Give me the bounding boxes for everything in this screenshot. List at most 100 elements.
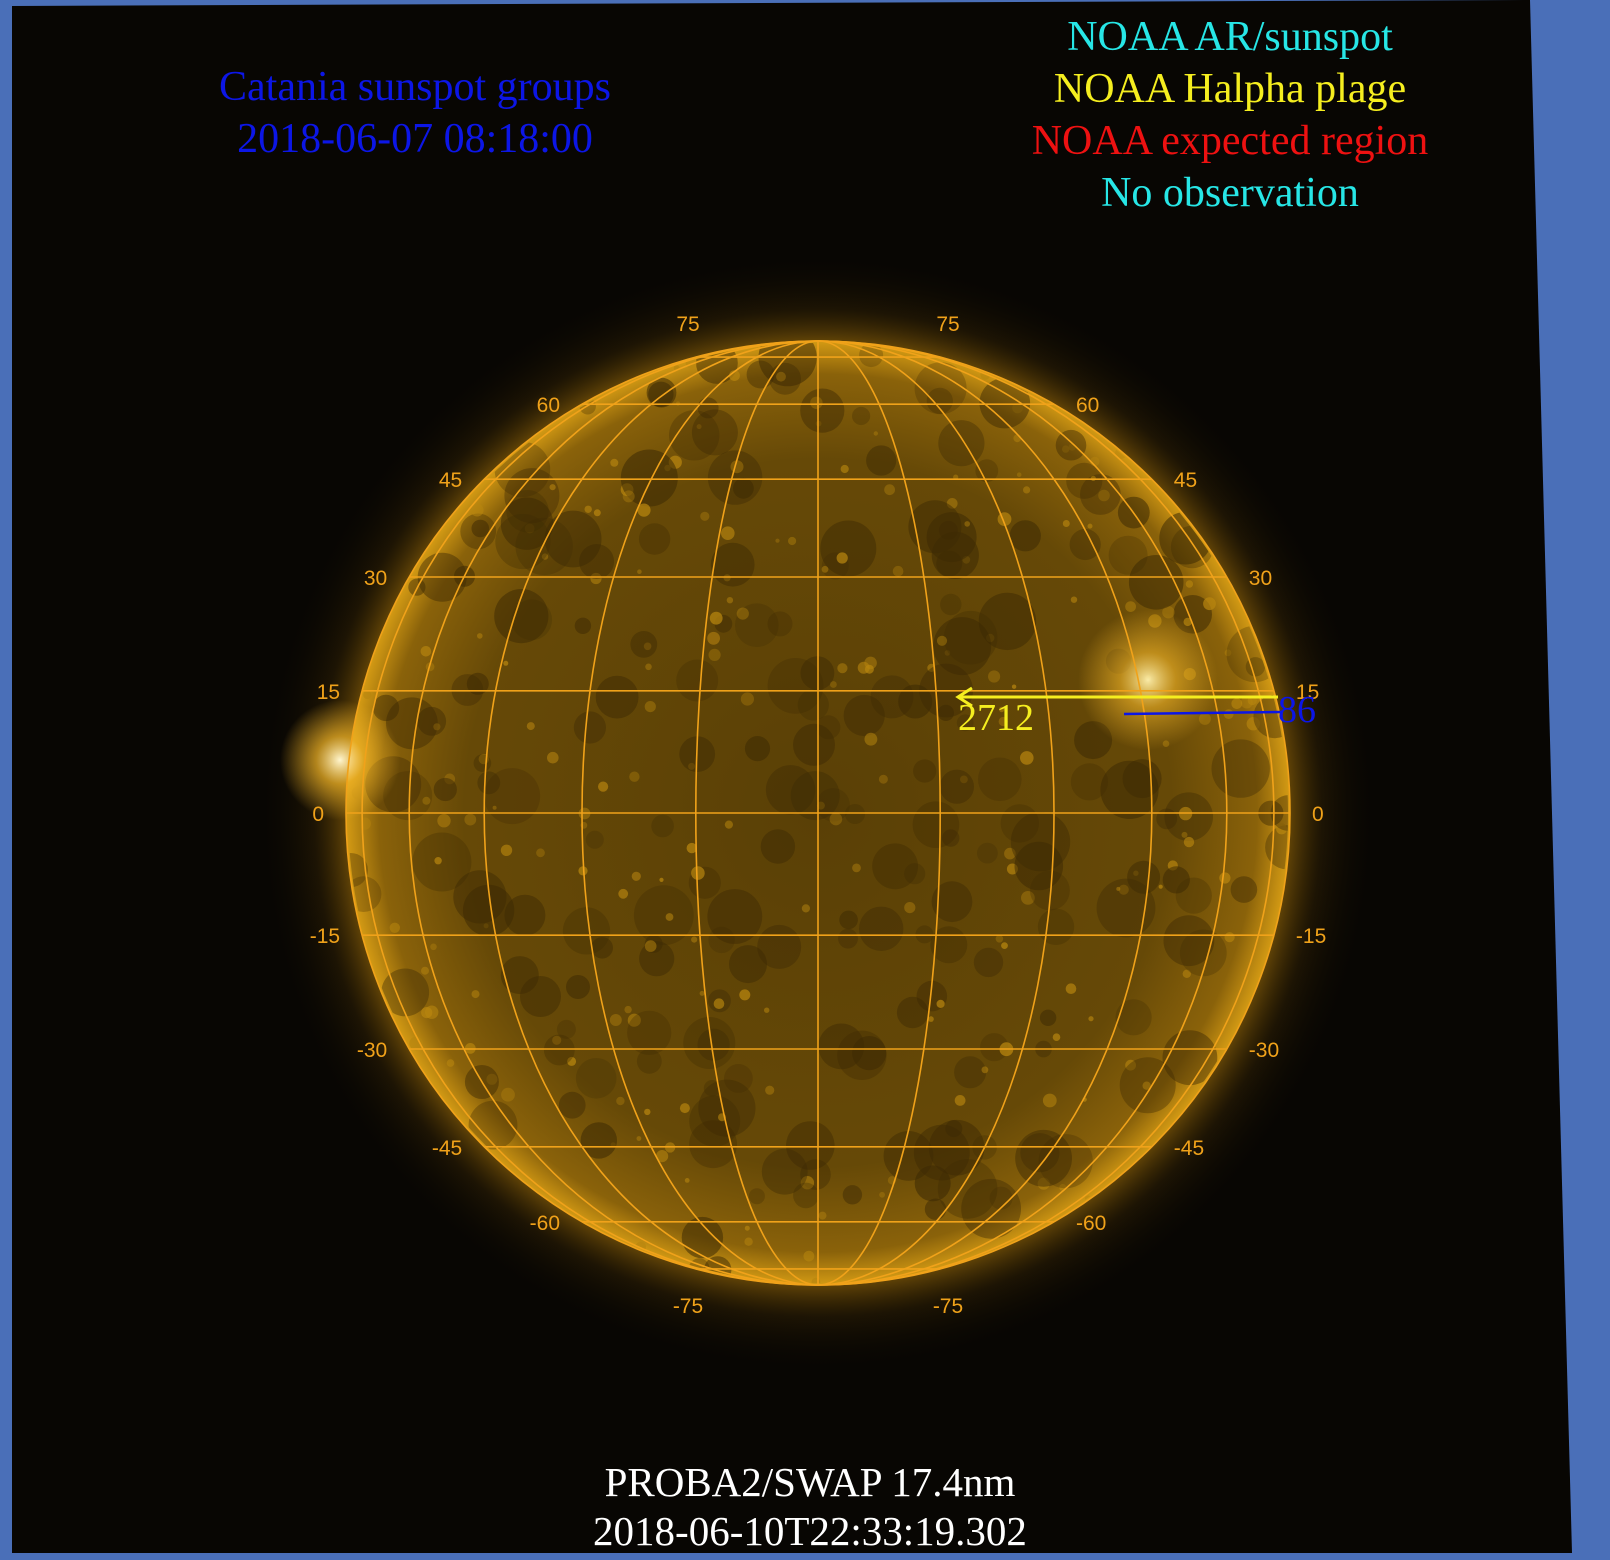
surface-feature: [975, 459, 999, 483]
surface-feature: [978, 757, 1022, 802]
latitude-label: -15: [310, 925, 340, 948]
surface-feature: [464, 813, 477, 826]
surface-feature: [1065, 983, 1077, 994]
surface-feature: [637, 569, 642, 574]
surface-feature: [585, 830, 604, 849]
surface-feature: [1090, 475, 1096, 481]
surface-feature: [914, 362, 967, 415]
surface-feature: [864, 664, 874, 674]
active-region-east: [280, 700, 400, 820]
surface-feature: [526, 722, 535, 731]
surface-feature: [896, 996, 929, 1029]
surface-feature: [1004, 847, 1016, 860]
surface-feature: [859, 906, 904, 951]
surface-feature: [703, 1080, 721, 1097]
surface-feature: [735, 603, 779, 647]
surface-feature: [1080, 474, 1121, 515]
surface-feature: [575, 1058, 617, 1099]
surface-feature: [420, 646, 432, 657]
surface-feature: [864, 732, 878, 746]
surface-feature: [1115, 999, 1152, 1036]
surface-feature: [793, 723, 835, 766]
surface-feature: [520, 976, 561, 1017]
surface-feature: [961, 1178, 1021, 1239]
surface-feature: [942, 829, 960, 847]
surface-feature: [696, 424, 702, 430]
surface-feature: [736, 607, 749, 620]
surface-feature: [643, 642, 652, 651]
surface-feature: [645, 663, 652, 671]
surface-feature: [946, 498, 958, 509]
surface-feature: [800, 388, 845, 433]
surface-feature: [836, 552, 848, 564]
latitude-label: -30: [1249, 1039, 1279, 1062]
surface-feature: [683, 1017, 736, 1069]
surface-feature: [358, 817, 371, 830]
latitude-label: 75: [936, 313, 959, 336]
surface-feature: [943, 610, 998, 665]
surface-feature: [936, 635, 948, 646]
legend-item-no-observation: No observation: [1101, 170, 1359, 216]
surface-feature: [852, 1036, 887, 1071]
surface-feature: [473, 754, 492, 772]
surface-feature: [504, 894, 546, 936]
surface-feature: [468, 1100, 518, 1150]
surface-feature: [501, 1087, 515, 1102]
surface-feature: [1122, 759, 1162, 799]
catania-date: 2018-06-07 08:18:00: [237, 116, 593, 162]
surface-feature: [733, 477, 754, 499]
surface-feature: [629, 771, 640, 782]
surface-feature: [761, 1148, 808, 1195]
surface-feature: [810, 396, 823, 409]
surface-feature: [579, 544, 615, 579]
surface-feature: [591, 937, 613, 959]
surface-feature: [543, 1034, 575, 1066]
surface-feature: [776, 371, 786, 382]
surface-feature: [584, 505, 592, 513]
surface-feature: [425, 1005, 439, 1019]
surface-feature: [549, 484, 556, 491]
legend-item-halpha-plage: NOAA Halpha plage: [1053, 66, 1407, 112]
surface-feature: [973, 947, 1004, 978]
surface-feature: [515, 517, 573, 576]
image-caption: PROBA2/SWAP 17.4nm 2018-06-10T22:33:19.3…: [560, 1462, 1060, 1560]
surface-feature: [1224, 649, 1232, 657]
surface-feature: [879, 1191, 885, 1198]
surface-feature: [838, 928, 858, 949]
surface-feature: [864, 656, 877, 670]
surface-feature: [486, 1073, 498, 1085]
observation-timestamp: 2018-06-10T22:33:19.302: [593, 1508, 1027, 1554]
surface-feature: [691, 409, 738, 456]
surface-feature: [471, 519, 490, 538]
surface-feature: [547, 751, 559, 764]
surface-feature: [998, 716, 1008, 727]
surface-feature: [765, 765, 816, 815]
surface-feature: [1042, 1093, 1057, 1108]
surface-feature: [644, 701, 656, 713]
surface-feature: [609, 1014, 622, 1026]
surface-feature: [707, 450, 763, 505]
surface-feature: [541, 553, 549, 560]
surface-feature: [433, 723, 441, 731]
surface-feature: [852, 406, 871, 426]
surface-feature: [852, 863, 861, 873]
surface-feature: [1219, 872, 1231, 884]
surface-feature: [422, 796, 431, 805]
surface-feature: [818, 1211, 827, 1220]
surface-feature: [926, 387, 953, 414]
latitude-label: -75: [673, 1295, 703, 1318]
surface-feature: [1211, 739, 1270, 798]
surface-feature: [616, 1096, 625, 1106]
surface-feature: [829, 812, 843, 826]
surface-feature: [386, 697, 438, 750]
surface-feature: [713, 998, 725, 1009]
surface-feature: [1162, 866, 1190, 894]
surface-feature: [495, 513, 551, 570]
surface-feature: [928, 1119, 985, 1176]
surface-feature: [1127, 860, 1161, 894]
surface-feature: [913, 759, 937, 783]
surface-feature: [1070, 596, 1078, 603]
heliographic-grid: [345, 340, 1291, 1286]
surface-feature: [1020, 1133, 1060, 1173]
